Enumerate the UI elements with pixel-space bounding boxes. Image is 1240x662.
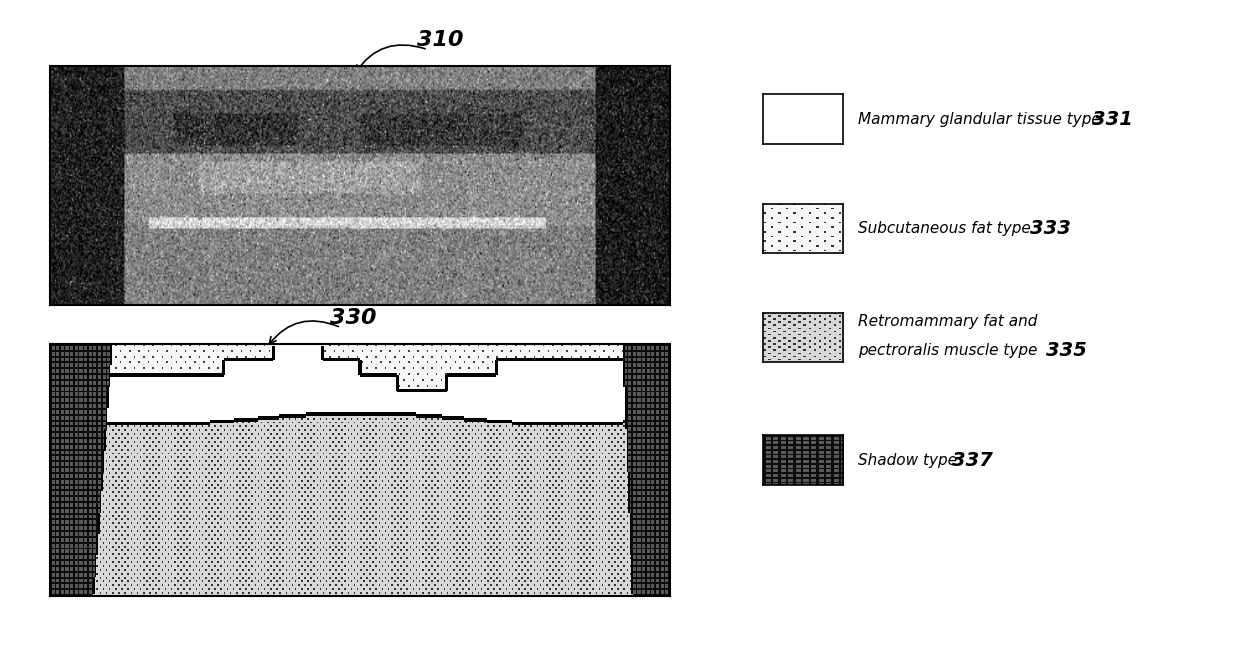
Text: Mammary glandular tissue type: Mammary glandular tissue type (858, 112, 1106, 126)
Text: Retromammary fat and: Retromammary fat and (858, 314, 1038, 328)
FancyArrowPatch shape (356, 45, 425, 72)
Text: 330: 330 (330, 308, 377, 328)
Text: Subcutaneous fat type: Subcutaneous fat type (858, 221, 1035, 236)
Text: 331: 331 (1092, 110, 1133, 128)
FancyArrowPatch shape (269, 321, 339, 344)
Text: 333: 333 (1030, 219, 1071, 238)
Text: 310: 310 (417, 30, 464, 50)
Text: Shadow type: Shadow type (858, 453, 962, 467)
Text: 337: 337 (952, 451, 993, 469)
Text: pectroralis muscle type: pectroralis muscle type (858, 344, 1043, 358)
Text: 335: 335 (1045, 342, 1086, 360)
